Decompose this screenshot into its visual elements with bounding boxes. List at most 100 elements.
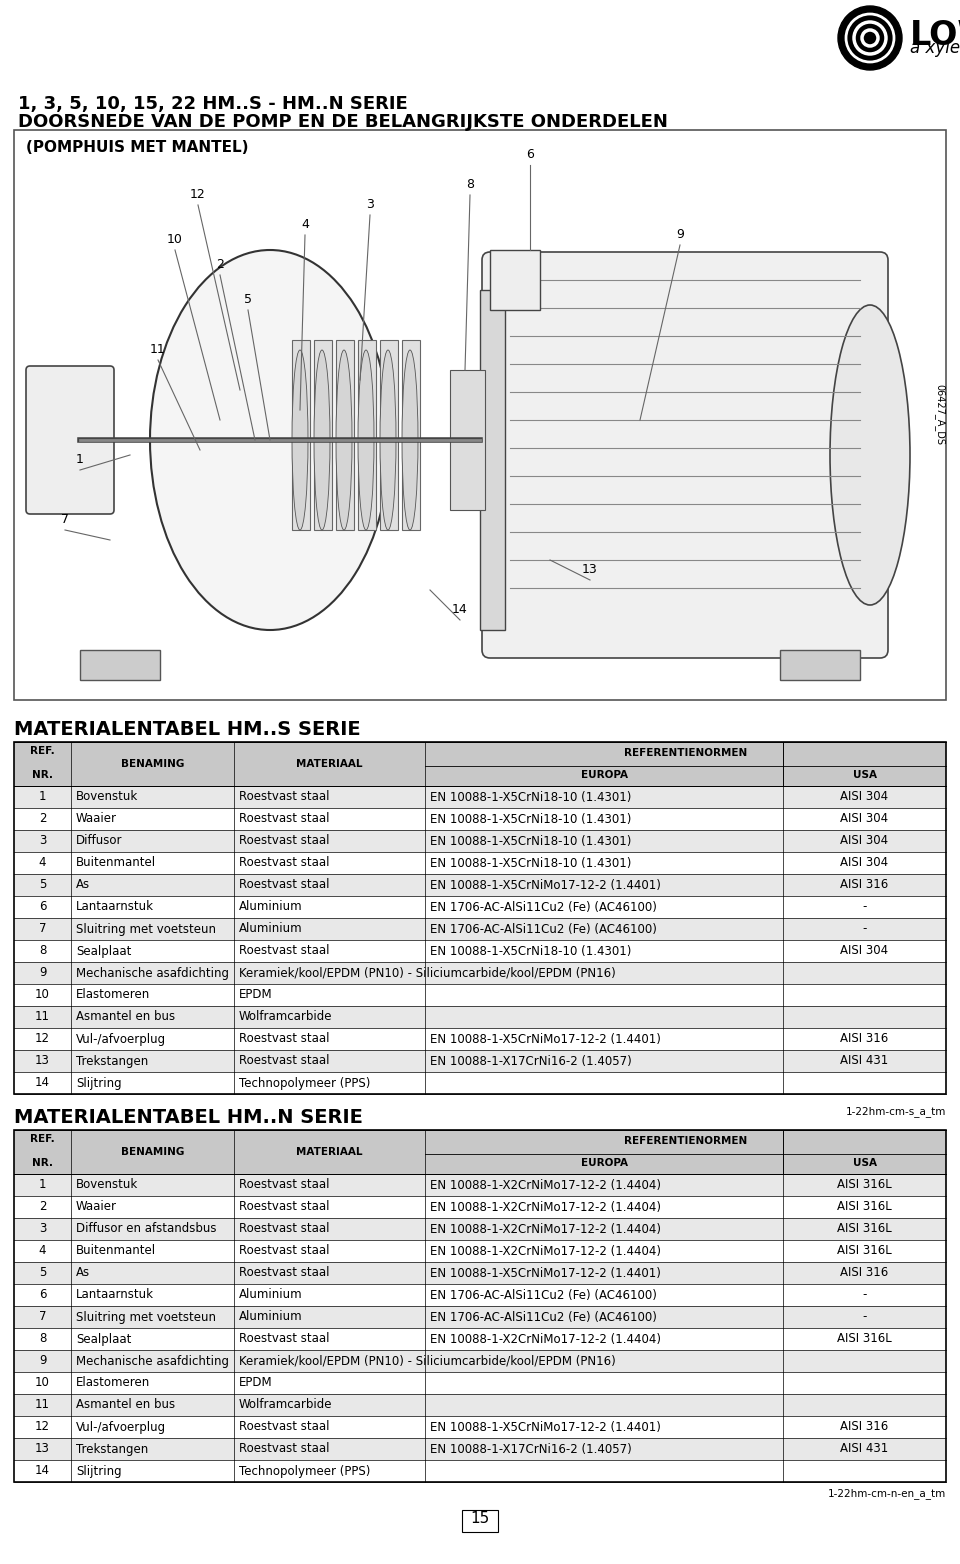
- Bar: [783, 852, 946, 874]
- Text: Lantaarnstuk: Lantaarnstuk: [76, 1289, 154, 1301]
- Text: Waaier: Waaier: [76, 813, 117, 826]
- Text: 8: 8: [38, 945, 46, 957]
- Text: Slijtring: Slijtring: [76, 1076, 122, 1090]
- Bar: [71, 830, 234, 852]
- Text: As: As: [76, 1267, 90, 1279]
- Text: Roestvast staal: Roestvast staal: [239, 1054, 329, 1068]
- Bar: [14, 1175, 71, 1196]
- Bar: [234, 1240, 425, 1262]
- Text: EN 10088-1-X2CrNiMo17-12-2 (1.4404): EN 10088-1-X2CrNiMo17-12-2 (1.4404): [430, 1201, 661, 1214]
- Text: 2: 2: [216, 258, 224, 271]
- Bar: [314, 339, 332, 530]
- Bar: [14, 918, 71, 940]
- Text: Keramiek/kool/EPDM (PN10) - Siliciumcarbide/kool/EPDM (PN16): Keramiek/kool/EPDM (PN10) - Siliciumcarb…: [239, 1354, 615, 1367]
- Text: 13: 13: [36, 1442, 50, 1456]
- Bar: [71, 1415, 234, 1437]
- Ellipse shape: [358, 350, 374, 530]
- Bar: [71, 962, 234, 984]
- Bar: [234, 830, 425, 852]
- Bar: [14, 1006, 71, 1028]
- Bar: [234, 1306, 425, 1328]
- Text: REF.: REF.: [30, 1134, 55, 1143]
- Text: Buitenmantel: Buitenmantel: [76, 857, 156, 870]
- Text: 1: 1: [76, 454, 84, 466]
- Text: -: -: [862, 1289, 867, 1301]
- Bar: [80, 651, 160, 680]
- Text: 5: 5: [38, 879, 46, 891]
- Text: AISI 316: AISI 316: [840, 1267, 889, 1279]
- Text: EN 10088-1-X17CrNi16-2 (1.4057): EN 10088-1-X17CrNi16-2 (1.4057): [430, 1054, 632, 1068]
- Bar: [425, 1284, 783, 1306]
- Bar: [71, 918, 234, 940]
- Bar: [783, 1262, 946, 1284]
- Text: MATERIALENTABEL HM..S SERIE: MATERIALENTABEL HM..S SERIE: [14, 719, 361, 740]
- Bar: [71, 1394, 234, 1415]
- Text: Aluminium: Aluminium: [239, 1289, 302, 1301]
- Bar: [783, 1049, 946, 1071]
- Text: Roestvast staal: Roestvast staal: [239, 1201, 329, 1214]
- Bar: [14, 1240, 71, 1262]
- Bar: [71, 1175, 234, 1196]
- Text: NR.: NR.: [32, 769, 53, 780]
- Bar: [783, 1284, 946, 1306]
- Text: 13: 13: [582, 563, 598, 576]
- Bar: [234, 1262, 425, 1284]
- Bar: [71, 741, 234, 787]
- Text: 06427_A_DS: 06427_A_DS: [934, 385, 946, 446]
- Text: 11: 11: [150, 343, 166, 357]
- Bar: [71, 787, 234, 809]
- Bar: [783, 1218, 946, 1240]
- Text: Roestvast staal: Roestvast staal: [239, 1032, 329, 1045]
- Bar: [71, 1028, 234, 1049]
- Ellipse shape: [292, 350, 308, 530]
- Text: EUROPA: EUROPA: [581, 769, 628, 780]
- Text: 15: 15: [470, 1509, 490, 1525]
- Bar: [14, 1437, 71, 1461]
- Bar: [234, 1394, 946, 1415]
- Bar: [14, 130, 946, 701]
- Text: Vul-/afvoerplug: Vul-/afvoerplug: [76, 1032, 166, 1045]
- Bar: [14, 809, 71, 830]
- Text: AISI 304: AISI 304: [840, 835, 889, 848]
- Bar: [783, 1437, 946, 1461]
- Ellipse shape: [380, 350, 396, 530]
- Text: 12: 12: [190, 188, 205, 202]
- Text: Trekstangen: Trekstangen: [76, 1054, 148, 1068]
- Bar: [425, 809, 783, 830]
- Bar: [14, 1131, 71, 1175]
- Bar: [71, 1006, 234, 1028]
- Text: Waaier: Waaier: [76, 1201, 117, 1214]
- Text: EN 1706-AC-AlSi11Cu2 (Fe) (AC46100): EN 1706-AC-AlSi11Cu2 (Fe) (AC46100): [430, 1289, 657, 1301]
- Text: Vul-/afvoerplug: Vul-/afvoerplug: [76, 1420, 166, 1434]
- Text: 11: 11: [35, 1398, 50, 1411]
- Text: AISI 304: AISI 304: [840, 813, 889, 826]
- Bar: [780, 651, 860, 680]
- Text: Roestvast staal: Roestvast staal: [239, 945, 329, 957]
- Text: LOWARA: LOWARA: [910, 19, 960, 52]
- Text: Slijtring: Slijtring: [76, 1464, 122, 1478]
- Text: EN 10088-1-X5CrNiMo17-12-2 (1.4401): EN 10088-1-X5CrNiMo17-12-2 (1.4401): [430, 1267, 660, 1279]
- Bar: [71, 940, 234, 962]
- Text: Keramiek/kool/EPDM (PN10) - Siliciumcarbide/kool/EPDM (PN16): Keramiek/kool/EPDM (PN10) - Siliciumcarb…: [239, 967, 615, 979]
- Bar: [783, 940, 946, 962]
- Text: EN 10088-1-X2CrNiMo17-12-2 (1.4404): EN 10088-1-X2CrNiMo17-12-2 (1.4404): [430, 1245, 661, 1257]
- Text: AISI 316: AISI 316: [840, 879, 889, 891]
- Bar: [71, 1306, 234, 1328]
- Text: BENAMING: BENAMING: [121, 759, 184, 769]
- Bar: [14, 1218, 71, 1240]
- Bar: [425, 1028, 783, 1049]
- FancyBboxPatch shape: [26, 366, 114, 515]
- Text: EN 10088-1-X5CrNiMo17-12-2 (1.4401): EN 10088-1-X5CrNiMo17-12-2 (1.4401): [430, 879, 660, 891]
- Text: AISI 304: AISI 304: [840, 945, 889, 957]
- Text: Mechanische asafdichting: Mechanische asafdichting: [76, 967, 229, 979]
- Bar: [71, 1350, 234, 1372]
- Text: Asmantel en bus: Asmantel en bus: [76, 1398, 175, 1411]
- Text: EN 10088-1-X17CrNi16-2 (1.4057): EN 10088-1-X17CrNi16-2 (1.4057): [430, 1442, 632, 1456]
- Bar: [234, 918, 425, 940]
- Text: 1: 1: [38, 790, 46, 804]
- Text: AISI 316: AISI 316: [840, 1032, 889, 1045]
- Bar: [425, 1328, 783, 1350]
- Bar: [14, 984, 71, 1006]
- Text: 4: 4: [301, 217, 309, 231]
- Bar: [783, 1415, 946, 1437]
